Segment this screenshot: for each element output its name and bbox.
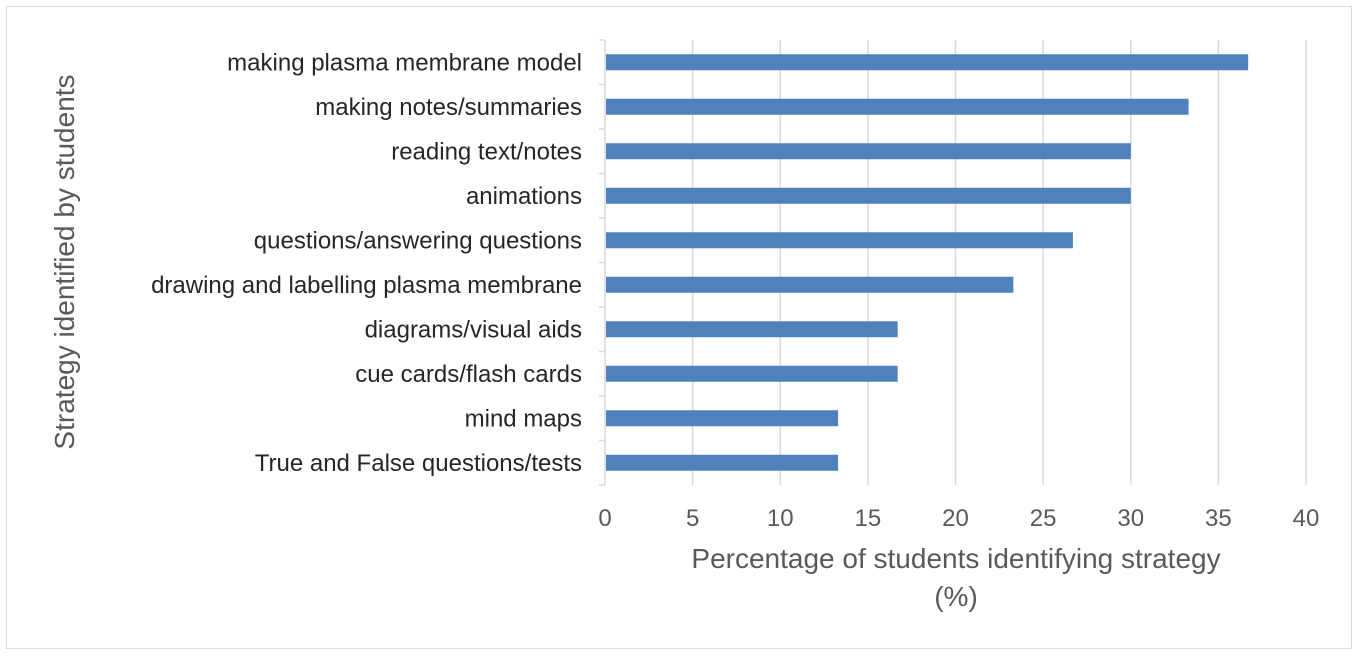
- category-label: making plasma membrane model: [227, 49, 582, 76]
- bar: [606, 143, 1131, 160]
- x-tick-labels: 0 5 10 15 20 25 30 35 40: [598, 505, 1319, 532]
- x-tick-label: 5: [686, 505, 699, 532]
- x-tick-label: 40: [1293, 505, 1320, 532]
- category-label: diagrams/visual aids: [365, 316, 582, 343]
- category-label: mind maps: [465, 405, 582, 432]
- bar: [606, 276, 1014, 293]
- x-tick-label: 0: [598, 505, 611, 532]
- bar: [606, 454, 839, 471]
- category-label: drawing and labelling plasma membrane: [151, 272, 582, 299]
- x-tick-label: 25: [1030, 505, 1057, 532]
- x-tick-label: 35: [1205, 505, 1232, 532]
- category-label: True and False questions/tests: [255, 450, 582, 477]
- bar: [606, 365, 898, 382]
- x-tick-label: 20: [942, 505, 969, 532]
- category-labels: making plasma membrane model making notes…: [151, 49, 582, 477]
- bar: [606, 187, 1131, 204]
- category-label: cue cards/flash cards: [355, 361, 582, 388]
- y-axis-title: Strategy identified by students: [49, 74, 80, 449]
- x-tick-label: 15: [855, 505, 882, 532]
- bar: [606, 321, 898, 338]
- x-axis-title: Percentage of students identifying strat…: [691, 543, 1220, 574]
- bar: [606, 410, 839, 427]
- y-axis: [599, 39, 606, 486]
- category-label: making notes/summaries: [315, 94, 582, 121]
- category-label: animations: [466, 183, 582, 210]
- bar: [606, 54, 1249, 71]
- category-label: reading text/notes: [391, 138, 582, 165]
- bars: [606, 54, 1249, 471]
- category-label: questions/answering questions: [254, 227, 582, 254]
- bar: [606, 98, 1189, 115]
- x-tick-label: 10: [767, 505, 794, 532]
- bar: [606, 232, 1073, 249]
- x-tick-label: 30: [1117, 505, 1144, 532]
- x-axis-title-unit: (%): [934, 581, 978, 612]
